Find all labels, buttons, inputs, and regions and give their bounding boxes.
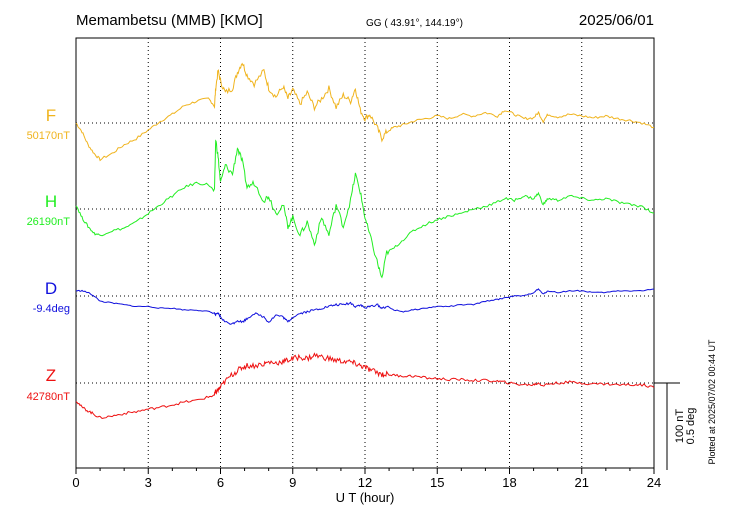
series-baseline-h: 26190nT <box>27 216 71 228</box>
series-line-d <box>75 288 655 325</box>
station-coordinates: GG ( 43.91°, 144.19°) <box>366 18 463 29</box>
series-line-z <box>75 352 655 420</box>
x-tick-label: 3 <box>145 475 152 490</box>
series-line-h <box>75 139 655 279</box>
series-name-f: F <box>46 106 56 125</box>
vertical-grid <box>147 38 583 468</box>
station-title: Memambetsu (MMB) [KMO] <box>76 12 263 29</box>
x-axis-label: U T (hour) <box>336 490 395 505</box>
chart-date: 2025/06/01 <box>579 12 654 29</box>
scale-bar-nt: 100 nT <box>674 409 686 444</box>
x-tick-label: 18 <box>502 475 516 490</box>
series-name-z: Z <box>46 366 56 385</box>
series-name-d: D <box>45 279 57 298</box>
series-lines <box>75 62 655 420</box>
x-tick-label: 6 <box>217 475 224 490</box>
x-tick-label: 21 <box>575 475 589 490</box>
plotted-timestamp: Plotted at 2025/07/02 00:44 UT <box>707 339 717 465</box>
series-baseline-d: -9.4deg <box>33 303 70 315</box>
series-baseline-f: 50170nT <box>27 130 71 142</box>
x-tick-label: 24 <box>647 475 661 490</box>
x-tick-label: 0 <box>72 475 79 490</box>
x-tick-label: 15 <box>430 475 444 490</box>
x-axis-tick-labels: 0 3 6 9 12 15 18 21 24 <box>72 475 661 490</box>
x-tick-label: 12 <box>358 475 372 490</box>
scale-bar-deg: 0.5 deg <box>685 408 697 445</box>
series-baseline-z: 42780nT <box>27 391 71 403</box>
series-line-f <box>75 62 655 162</box>
horizontal-grid <box>76 122 654 384</box>
x-tick-label: 9 <box>289 475 296 490</box>
series-name-h: H <box>45 192 57 211</box>
x-axis-ticks <box>75 468 655 474</box>
scale-bar: 100 nT 0.5 deg <box>654 382 697 470</box>
series-labels: F 50170nT H 26190nT D -9.4deg Z 42780nT <box>27 106 71 403</box>
